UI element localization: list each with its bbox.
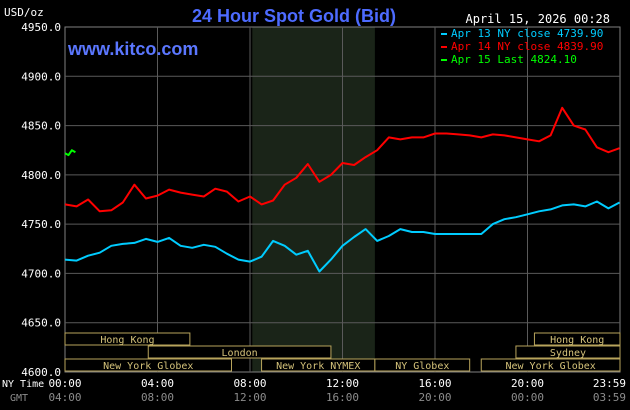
session-label: Hong Kong [550,335,604,346]
x-tick-label-ny: 16:00 [418,377,451,390]
x-tick-label-ny: 23:59 [593,377,626,390]
legend-entry: Apr 14 NY close 4839.90 [451,40,603,53]
y-tick-label: 4750.0 [21,218,61,231]
y-tick-label: 4650.0 [21,317,61,330]
y-tick-label: 4700.0 [21,267,61,280]
x-tick-label-ny: 00:00 [48,377,81,390]
x-tick-label-ny: 04:00 [141,377,174,390]
series-line-2 [64,106,620,213]
y-tick-label: 4900.0 [21,70,61,83]
legend-swatch [441,33,447,35]
x-tick-label-gmt: 03:59 [593,391,626,404]
x-tick-label-gmt: 20:00 [418,391,451,404]
x-tick-label-gmt: 12:00 [233,391,266,404]
legend-entry: Apr 13 NY close 4739.90 [451,27,603,40]
x-tick-label-ny: 12:00 [326,377,359,390]
legend-swatch [441,46,447,48]
session-label: New York Globex [103,361,193,372]
series-line-3 [64,149,76,157]
session-box [64,358,232,372]
x-row-label-ny: NY Time [2,379,44,390]
session-box [147,345,332,359]
y-tick-label: 4950.0 [21,21,61,34]
session-box [374,358,471,372]
x-tick-label-gmt: 00:00 [511,391,544,404]
session-label: New York Globex [505,361,595,372]
session-label: New York NYMEX [276,361,360,372]
x-tick-label-gmt: 04:00 [48,391,81,404]
session-box [480,358,621,372]
series-line-1 [64,200,620,273]
y-unit-label: USD/oz [4,6,44,19]
session-box [515,345,621,359]
legend-entry: Apr 15 Last 4824.10 [451,53,577,66]
watermark: www.kitco.com [67,39,198,59]
x-tick-label-ny: 20:00 [511,377,544,390]
chart-title: 24 Hour Spot Gold (Bid) [192,6,396,26]
nymex-shaded-region [252,27,375,372]
legend-swatch [441,59,447,61]
x-tick-label-gmt: 16:00 [326,391,359,404]
session-label: Hong Kong [100,335,154,346]
session-box [533,332,621,346]
x-tick-label-gmt: 08:00 [141,391,174,404]
session-label: London [222,348,258,359]
y-tick-label: 4800.0 [21,169,61,182]
timestamp: April 15, 2026 00:28 [466,12,611,26]
session-box [64,332,191,346]
y-tick-label: 4850.0 [21,120,61,133]
session-label: NY Globex [395,361,449,372]
y-tick-label: 4600.0 [21,366,61,379]
x-row-label-gmt: GMT [10,393,28,404]
session-label: Sydney [550,348,586,359]
x-tick-label-ny: 08:00 [233,377,266,390]
